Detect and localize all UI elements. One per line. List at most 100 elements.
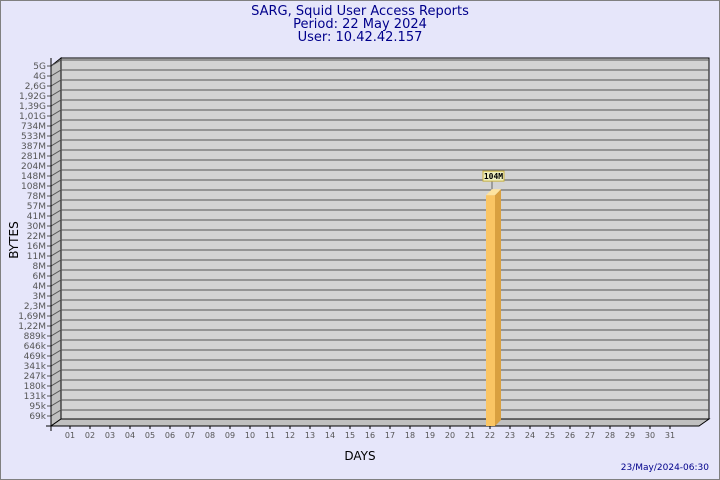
gridline (47, 89, 709, 97)
gridline (47, 209, 709, 217)
y-tick-label: 41M (27, 212, 46, 222)
gridline (47, 389, 709, 397)
y-tick-label: 95k (29, 402, 46, 412)
y-tick-label: 204M (21, 162, 46, 172)
x-tick-label: 12 (285, 431, 295, 440)
gridline (47, 309, 709, 317)
y-tick-label: 22M (27, 232, 46, 242)
plot-floor (49, 418, 711, 427)
x-tick-label: 13 (305, 431, 315, 440)
gridline (47, 319, 709, 327)
x-tick-label: 11 (265, 431, 275, 440)
data-label-box (482, 170, 505, 182)
y-tick-label: 180k (24, 382, 47, 392)
x-tick-label: 02 (85, 431, 95, 440)
chart-period: Period: 22 May 2024 (293, 17, 427, 32)
gridline (47, 349, 709, 357)
gridline (47, 259, 709, 267)
x-tick-label: 21 (465, 431, 475, 440)
gridline (47, 249, 709, 257)
bar-side (495, 189, 501, 426)
y-tick-label: 131k (24, 392, 47, 402)
x-tick-label: 17 (385, 431, 395, 440)
y-tick-label: 341k (24, 362, 47, 372)
y-tick-label: 8M (33, 262, 47, 272)
x-tick-label: 07 (185, 431, 195, 440)
x-tick-label: 25 (545, 431, 555, 440)
gridline (47, 399, 709, 407)
gridline (47, 189, 709, 197)
y-tick-label: 3M (33, 292, 47, 302)
gridline (47, 129, 709, 137)
y-tick-label: 1,69M (18, 312, 46, 322)
x-tick-label: 24 (525, 431, 535, 440)
y-tick-label: 1,01G (19, 112, 46, 122)
x-tick-label: 19 (425, 431, 435, 440)
y-tick-label: 78M (27, 192, 46, 202)
gridline (47, 239, 709, 247)
y-tick-label: 646k (24, 342, 47, 352)
gridline (47, 109, 709, 117)
gridline (47, 329, 709, 337)
x-tick-label: 22 (485, 431, 495, 440)
y-tick-label: 69k (29, 412, 46, 422)
y-tick-label: 30M (27, 222, 46, 232)
x-tick-label: 16 (365, 431, 375, 440)
x-tick-label: 18 (405, 431, 415, 440)
x-tick-label: 10 (245, 431, 255, 440)
y-tick-label: 4M (33, 282, 47, 292)
gridline (47, 299, 709, 307)
gridline (47, 269, 709, 277)
gridline (47, 69, 709, 77)
y-tick-label: 108M (21, 182, 46, 192)
x-tick-label: 20 (445, 431, 455, 440)
gridline (47, 359, 709, 367)
x-tick-label: 01 (65, 431, 75, 440)
y-tick-label: 1,39G (19, 102, 46, 112)
y-tick-label: 6M (33, 272, 47, 282)
x-tick-label: 29 (625, 431, 635, 440)
gridline (47, 119, 709, 127)
gridline (47, 379, 709, 387)
gridline (47, 179, 709, 187)
y-tick-label: 469k (24, 352, 47, 362)
gridline (47, 199, 709, 207)
gridline (47, 229, 709, 237)
gridline (47, 149, 709, 157)
x-tick-label: 30 (645, 431, 655, 440)
y-tick-label: 247k (24, 372, 47, 382)
gridline (47, 339, 709, 347)
y-tick-label: 533M (21, 132, 46, 142)
y-axis-label: BYTES (7, 221, 21, 259)
y-tick-label: 1,22M (18, 322, 46, 332)
bar-top (486, 189, 501, 196)
x-tick-label: 04 (125, 431, 135, 440)
gridline (47, 159, 709, 167)
gridline (47, 59, 709, 67)
x-tick-label: 28 (605, 431, 615, 440)
x-tick-label: 15 (345, 431, 355, 440)
chart-title: SARG, Squid User Access Reports (251, 4, 469, 19)
y-tick-label: 57M (27, 202, 46, 212)
x-tick-label: 23 (505, 431, 515, 440)
y-tick-label: 4G (33, 72, 46, 82)
gridline (47, 369, 709, 377)
gridline (47, 169, 709, 177)
y-tick-label: 1,92G (19, 92, 46, 102)
y-tick-label: 889k (24, 332, 47, 342)
x-tick-label: 03 (105, 431, 115, 440)
x-tick-label: 08 (205, 431, 215, 440)
x-tick-label: 05 (145, 431, 155, 440)
gridline (47, 99, 709, 107)
bar (486, 195, 495, 426)
y-tick-label: 11M (27, 252, 46, 262)
gridline (47, 219, 709, 227)
gridline (47, 409, 709, 417)
gridline (47, 279, 709, 287)
x-tick-label: 06 (165, 431, 175, 440)
x-tick-label: 27 (585, 431, 595, 440)
y-tick-label: 2,3M (24, 302, 46, 312)
plot-back-wall (60, 57, 710, 420)
